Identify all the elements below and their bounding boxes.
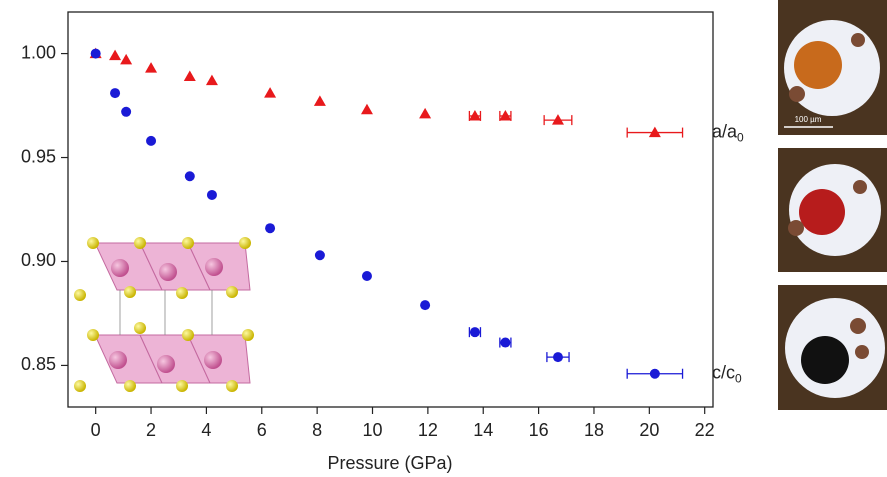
x-tick-label: 22 xyxy=(695,420,715,440)
point xyxy=(468,109,481,121)
point xyxy=(361,271,372,282)
point xyxy=(500,337,511,348)
point xyxy=(420,300,431,311)
series-label-sub: 0 xyxy=(735,372,742,386)
point xyxy=(265,223,276,234)
point xyxy=(552,352,563,363)
x-tick-label: 12 xyxy=(418,420,438,440)
point xyxy=(649,368,660,379)
point xyxy=(146,135,157,146)
point xyxy=(314,250,325,261)
point xyxy=(551,114,564,125)
x-tick-label: 10 xyxy=(362,420,382,440)
point xyxy=(109,49,122,61)
series-label: a/a0 xyxy=(712,121,744,144)
point xyxy=(145,62,158,73)
x-tick-label: 20 xyxy=(639,420,659,440)
point xyxy=(648,126,661,138)
x-tick-label: 0 xyxy=(91,420,101,440)
point xyxy=(206,189,217,200)
point xyxy=(499,109,512,121)
y-tick-label: 0.95 xyxy=(21,146,56,166)
x-tick-label: 16 xyxy=(529,420,549,440)
point xyxy=(90,48,101,59)
point xyxy=(360,103,373,115)
x-tick-label: 6 xyxy=(257,420,267,440)
point xyxy=(120,53,133,65)
y-tick-label: 1.00 xyxy=(21,42,56,62)
sample-photos xyxy=(778,0,887,410)
x-tick-label: 2 xyxy=(146,420,156,440)
point xyxy=(110,88,121,99)
series-label-text: c/c xyxy=(712,362,735,382)
x-tick-label: 18 xyxy=(584,420,604,440)
series-label-sub: 0 xyxy=(737,131,744,145)
point xyxy=(264,87,277,98)
point xyxy=(469,327,480,338)
y-tick-label: 0.90 xyxy=(21,250,56,270)
series-label-text: a/a xyxy=(712,121,738,141)
crystal-structure-inset xyxy=(74,237,254,392)
series-label: c/c0 xyxy=(712,362,742,385)
point xyxy=(121,106,132,117)
x-tick-label: 14 xyxy=(473,420,493,440)
x-tick-label: 4 xyxy=(201,420,211,440)
x-axis-label: Pressure (GPa) xyxy=(327,453,452,473)
point xyxy=(184,171,195,182)
point xyxy=(205,74,218,86)
y-tick-label: 0.85 xyxy=(21,354,56,374)
x-tick-label: 8 xyxy=(312,420,322,440)
point xyxy=(313,95,326,106)
plot-frame xyxy=(67,11,714,408)
point xyxy=(419,107,432,119)
scale-bar-label: 100 µm xyxy=(795,115,822,124)
point xyxy=(183,70,196,81)
